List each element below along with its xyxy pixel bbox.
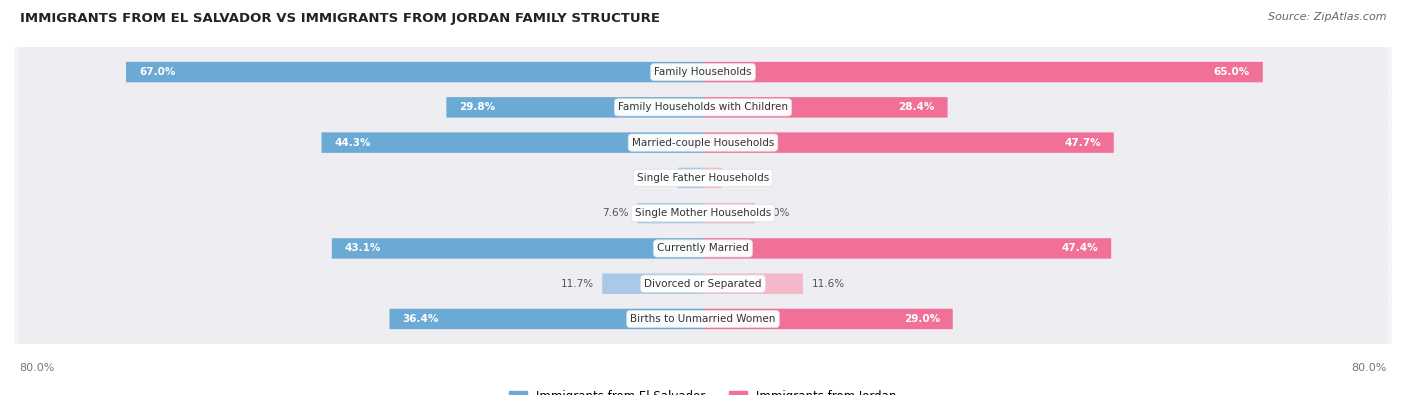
FancyBboxPatch shape xyxy=(703,309,953,329)
Text: 44.3%: 44.3% xyxy=(335,137,371,148)
FancyBboxPatch shape xyxy=(14,38,1392,107)
FancyBboxPatch shape xyxy=(14,249,1392,318)
Text: 2.2%: 2.2% xyxy=(731,173,756,183)
FancyBboxPatch shape xyxy=(637,203,703,224)
Text: Single Father Households: Single Father Households xyxy=(637,173,769,183)
Text: 7.6%: 7.6% xyxy=(602,208,628,218)
FancyBboxPatch shape xyxy=(446,97,703,118)
Text: 11.7%: 11.7% xyxy=(561,279,593,289)
FancyBboxPatch shape xyxy=(14,108,1392,177)
Text: 80.0%: 80.0% xyxy=(20,363,55,373)
Text: Currently Married: Currently Married xyxy=(657,243,749,254)
FancyBboxPatch shape xyxy=(703,132,1114,153)
Text: 65.0%: 65.0% xyxy=(1213,67,1250,77)
Text: Source: ZipAtlas.com: Source: ZipAtlas.com xyxy=(1268,12,1386,22)
FancyBboxPatch shape xyxy=(322,132,703,153)
FancyBboxPatch shape xyxy=(18,47,1388,98)
FancyBboxPatch shape xyxy=(703,97,948,118)
Text: Divorced or Separated: Divorced or Separated xyxy=(644,279,762,289)
Text: Single Mother Households: Single Mother Households xyxy=(636,208,770,218)
Legend: Immigrants from El Salvador, Immigrants from Jordan: Immigrants from El Salvador, Immigrants … xyxy=(509,390,897,395)
FancyBboxPatch shape xyxy=(14,284,1392,354)
Text: 28.4%: 28.4% xyxy=(898,102,935,112)
Text: 29.8%: 29.8% xyxy=(460,102,495,112)
FancyBboxPatch shape xyxy=(602,273,703,294)
FancyBboxPatch shape xyxy=(14,143,1392,213)
FancyBboxPatch shape xyxy=(18,223,1388,274)
Text: 11.6%: 11.6% xyxy=(811,279,845,289)
Text: 80.0%: 80.0% xyxy=(1351,363,1386,373)
FancyBboxPatch shape xyxy=(703,62,1263,82)
FancyBboxPatch shape xyxy=(678,167,703,188)
Text: Family Households with Children: Family Households with Children xyxy=(619,102,787,112)
FancyBboxPatch shape xyxy=(18,82,1388,133)
FancyBboxPatch shape xyxy=(703,238,1111,259)
FancyBboxPatch shape xyxy=(703,167,721,188)
FancyBboxPatch shape xyxy=(703,273,803,294)
FancyBboxPatch shape xyxy=(18,188,1388,239)
Text: IMMIGRANTS FROM EL SALVADOR VS IMMIGRANTS FROM JORDAN FAMILY STRUCTURE: IMMIGRANTS FROM EL SALVADOR VS IMMIGRANT… xyxy=(20,12,659,25)
Text: Births to Unmarried Women: Births to Unmarried Women xyxy=(630,314,776,324)
FancyBboxPatch shape xyxy=(14,179,1392,248)
FancyBboxPatch shape xyxy=(18,152,1388,203)
Text: 29.0%: 29.0% xyxy=(904,314,939,324)
Text: 2.9%: 2.9% xyxy=(643,173,669,183)
Text: Family Households: Family Households xyxy=(654,67,752,77)
FancyBboxPatch shape xyxy=(389,309,703,329)
FancyBboxPatch shape xyxy=(127,62,703,82)
Text: 67.0%: 67.0% xyxy=(139,67,176,77)
Text: 43.1%: 43.1% xyxy=(344,243,381,254)
Text: Married-couple Households: Married-couple Households xyxy=(631,137,775,148)
FancyBboxPatch shape xyxy=(18,117,1388,168)
FancyBboxPatch shape xyxy=(332,238,703,259)
FancyBboxPatch shape xyxy=(18,293,1388,344)
Text: 47.4%: 47.4% xyxy=(1062,243,1098,254)
FancyBboxPatch shape xyxy=(14,73,1392,142)
FancyBboxPatch shape xyxy=(14,214,1392,283)
Text: 6.0%: 6.0% xyxy=(763,208,790,218)
FancyBboxPatch shape xyxy=(703,203,755,224)
Text: 36.4%: 36.4% xyxy=(402,314,439,324)
FancyBboxPatch shape xyxy=(18,258,1388,309)
Text: 47.7%: 47.7% xyxy=(1064,137,1101,148)
